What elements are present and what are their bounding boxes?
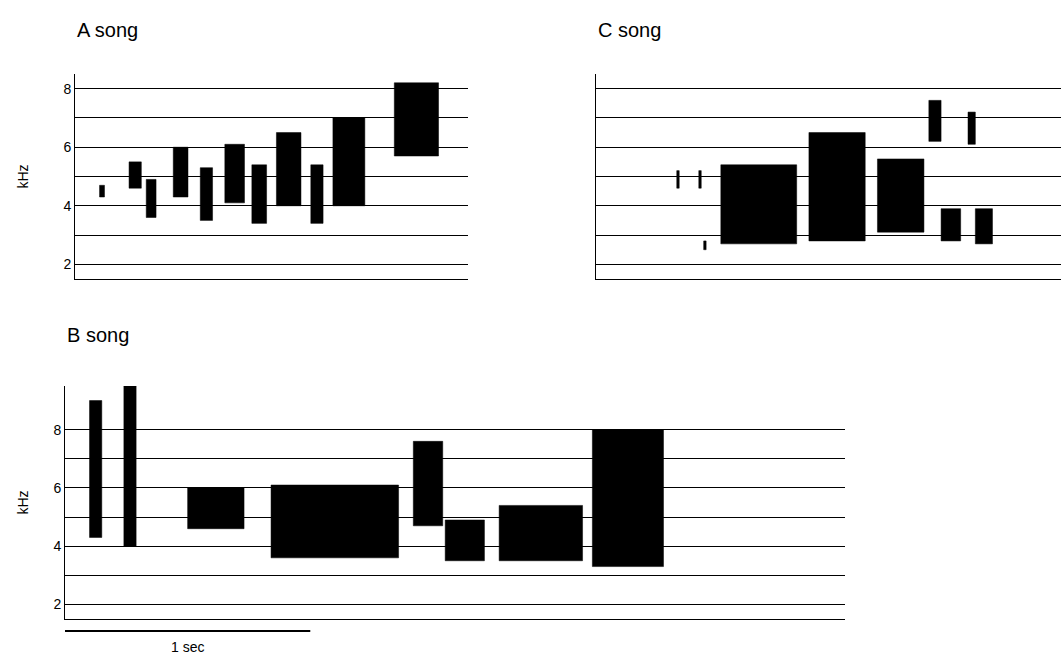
svg-text:A song: A song: [77, 19, 138, 41]
svg-text:2: 2: [63, 256, 71, 272]
svg-text:B song: B song: [67, 324, 129, 346]
svg-text:4: 4: [53, 538, 61, 554]
svg-text:1 sec: 1 sec: [171, 639, 204, 655]
svg-text:8: 8: [53, 422, 61, 438]
svg-text:2: 2: [53, 596, 61, 612]
svg-text:6: 6: [53, 480, 61, 496]
svg-text:kHz: kHz: [15, 490, 31, 514]
svg-text:C song: C song: [598, 19, 661, 41]
svg-text:6: 6: [63, 139, 71, 155]
svg-text:4: 4: [63, 198, 71, 214]
svg-text:kHz: kHz: [15, 164, 31, 188]
svg-text:8: 8: [63, 81, 71, 97]
